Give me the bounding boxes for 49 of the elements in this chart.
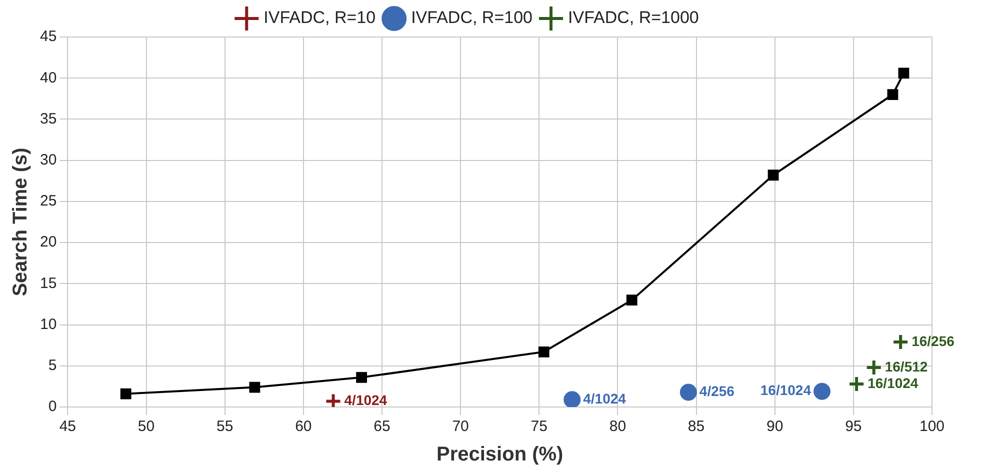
x-tick-label: 60 <box>295 418 312 436</box>
y-tick-label: 45 <box>40 28 57 46</box>
y-tick-label: 20 <box>40 234 57 251</box>
point <box>813 382 830 400</box>
annotation: 16/1024 <box>868 374 918 391</box>
point <box>626 294 638 306</box>
x-tick-label: 80 <box>609 418 626 436</box>
point <box>768 170 779 181</box>
y-tick-label: 30 <box>40 151 57 168</box>
y-tick-label: 35 <box>40 110 57 128</box>
point <box>898 68 910 79</box>
y-tick-label: 15 <box>40 274 57 292</box>
point <box>680 384 697 401</box>
x-tick-label: 100 <box>919 418 945 436</box>
x-tick-label: 70 <box>452 418 469 436</box>
point <box>564 391 581 407</box>
annotation: 4/1024 <box>344 392 388 408</box>
y-tick-label: 0 <box>48 398 57 416</box>
point <box>887 89 898 100</box>
y-axis-title: Search Time (s) <box>10 148 32 296</box>
annotation: 16/256 <box>912 332 955 349</box>
point <box>356 372 367 383</box>
x-tick-label: 45 <box>59 418 76 436</box>
point <box>892 334 910 351</box>
x-tick-label: 55 <box>216 418 234 436</box>
legend-label: IVFADC, R=100 <box>411 8 533 28</box>
annotation: 16/1024 <box>760 382 812 398</box>
x-tick-label: 95 <box>845 418 862 436</box>
y-tick-label: 5 <box>48 357 57 374</box>
point <box>538 346 550 358</box>
legend-label: IVFADC, R=10 <box>264 8 376 28</box>
x-tick-label: 90 <box>766 418 784 436</box>
x-tick-label: 75 <box>530 418 548 436</box>
point <box>249 382 260 393</box>
legend-label: IVFADC, R=1000 <box>568 8 699 28</box>
point <box>848 375 866 392</box>
y-tick-label: 25 <box>40 192 57 210</box>
y-tick-label: 40 <box>40 69 57 86</box>
annotation: 16/512 <box>884 358 928 374</box>
annotation: 4/256 <box>699 383 735 400</box>
point <box>324 392 342 407</box>
annotation: 4/1024 <box>583 390 626 406</box>
x-tick-label: 50 <box>138 418 155 436</box>
y-tick-label: 10 <box>40 316 57 333</box>
x-axis-title: Precision (%) <box>436 444 564 466</box>
x-tick-label: 85 <box>688 418 705 436</box>
point <box>120 388 132 400</box>
x-tick-label: 65 <box>374 418 390 436</box>
point <box>865 359 882 376</box>
